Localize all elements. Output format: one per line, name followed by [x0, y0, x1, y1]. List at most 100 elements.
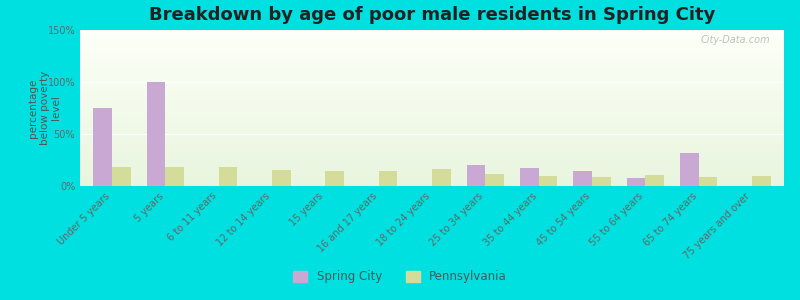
Bar: [80, 159, 784, 160]
Bar: [80, 182, 784, 183]
Bar: [80, 66, 784, 67]
Bar: [80, 150, 784, 151]
Bar: [80, 86, 784, 87]
Bar: [80, 49, 784, 50]
Bar: [80, 64, 784, 65]
Bar: [80, 138, 784, 139]
Bar: [80, 73, 784, 74]
Bar: [80, 165, 784, 166]
Bar: [80, 35, 784, 36]
Bar: [80, 137, 784, 138]
Bar: [80, 166, 784, 167]
Bar: [80, 160, 784, 161]
Bar: [80, 103, 784, 104]
Bar: [80, 142, 784, 143]
Bar: [80, 93, 784, 94]
Bar: [80, 128, 784, 129]
Bar: [80, 30, 784, 31]
Bar: [80, 107, 784, 108]
Bar: [80, 82, 784, 83]
Bar: [80, 33, 784, 34]
Bar: [80, 114, 784, 115]
Bar: [80, 171, 784, 172]
Bar: [80, 98, 784, 99]
Bar: [80, 31, 784, 32]
Bar: [80, 174, 784, 175]
Bar: [80, 122, 784, 123]
Bar: [80, 110, 784, 111]
Bar: [80, 118, 784, 119]
Bar: [486, 173, 504, 186]
Bar: [574, 171, 592, 186]
Bar: [80, 83, 784, 84]
Bar: [80, 41, 784, 42]
Bar: [466, 165, 486, 186]
Bar: [626, 178, 646, 186]
Bar: [80, 144, 784, 145]
Bar: [80, 77, 784, 78]
Bar: [80, 38, 784, 39]
Bar: [80, 172, 784, 173]
Bar: [80, 146, 784, 147]
Bar: [520, 168, 538, 186]
Bar: [80, 97, 784, 98]
Bar: [112, 167, 130, 186]
Bar: [80, 76, 784, 77]
Bar: [80, 62, 784, 63]
Bar: [166, 167, 184, 186]
Bar: [378, 171, 398, 186]
Bar: [80, 37, 784, 38]
Bar: [80, 68, 784, 69]
Bar: [80, 100, 784, 101]
Bar: [80, 173, 784, 174]
Bar: [698, 177, 718, 186]
Bar: [80, 80, 784, 81]
Bar: [80, 163, 784, 164]
Bar: [80, 89, 784, 90]
Bar: [80, 75, 784, 76]
Bar: [326, 171, 344, 186]
Bar: [218, 167, 238, 186]
Bar: [80, 65, 784, 66]
Bar: [80, 170, 784, 171]
Bar: [80, 158, 784, 159]
Bar: [80, 53, 784, 54]
Bar: [80, 120, 784, 121]
Bar: [80, 116, 784, 117]
Bar: [80, 84, 784, 85]
Bar: [680, 153, 698, 186]
Bar: [80, 168, 784, 169]
Bar: [80, 156, 784, 157]
Bar: [80, 125, 784, 126]
Bar: [80, 55, 784, 56]
Bar: [80, 67, 784, 68]
Bar: [80, 99, 784, 100]
Bar: [80, 175, 784, 176]
Bar: [80, 148, 784, 149]
Bar: [80, 60, 784, 61]
Bar: [80, 39, 784, 40]
Bar: [80, 81, 784, 82]
Bar: [80, 71, 784, 72]
Bar: [80, 126, 784, 127]
Bar: [80, 135, 784, 136]
Legend: Spring City, Pennsylvania: Spring City, Pennsylvania: [288, 266, 512, 288]
Bar: [80, 112, 784, 113]
Bar: [80, 74, 784, 75]
Bar: [80, 181, 784, 182]
Bar: [80, 131, 784, 132]
Bar: [80, 145, 784, 146]
Bar: [80, 184, 784, 185]
Bar: [80, 123, 784, 124]
Bar: [80, 101, 784, 102]
Bar: [80, 157, 784, 158]
Bar: [80, 50, 784, 51]
Bar: [80, 113, 784, 114]
Bar: [80, 161, 784, 162]
Bar: [80, 54, 784, 55]
Bar: [80, 45, 784, 46]
Bar: [80, 96, 784, 97]
Bar: [80, 178, 784, 179]
Bar: [80, 151, 784, 152]
Bar: [80, 124, 784, 125]
